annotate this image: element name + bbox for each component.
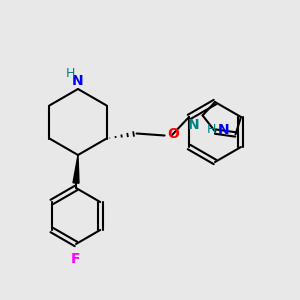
Text: N: N bbox=[218, 123, 230, 136]
Text: N: N bbox=[188, 118, 200, 133]
Text: H: H bbox=[65, 67, 75, 80]
Text: H: H bbox=[207, 124, 216, 136]
Polygon shape bbox=[73, 155, 79, 183]
Text: F: F bbox=[71, 252, 81, 266]
Text: O: O bbox=[168, 128, 179, 142]
Text: N: N bbox=[72, 74, 84, 88]
